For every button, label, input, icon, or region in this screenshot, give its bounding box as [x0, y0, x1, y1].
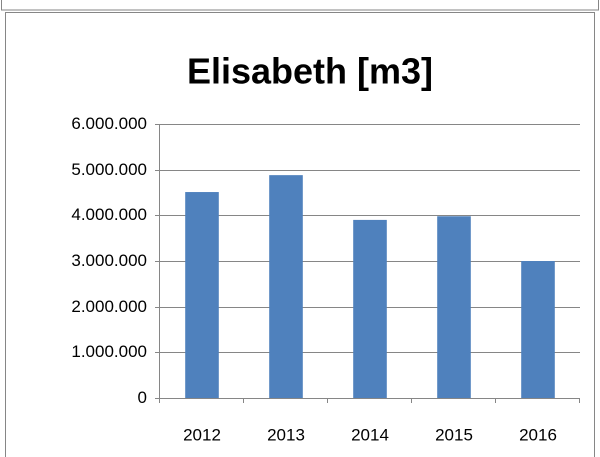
top-frame — [1, 0, 599, 11]
y-tick-label: 6.000.000 — [71, 114, 147, 133]
y-tick-label: 5.000.000 — [71, 160, 147, 179]
y-tick-label: 2.000.000 — [71, 297, 147, 316]
x-tick-label: 2015 — [435, 425, 473, 444]
bar — [269, 175, 303, 398]
x-tick-label: 2012 — [183, 425, 221, 444]
y-tick-label: 4.000.000 — [71, 205, 147, 224]
bar — [353, 219, 387, 398]
y-tick-label: 0 — [138, 388, 147, 407]
x-tick-label: 2016 — [519, 425, 557, 444]
x-tick-label: 2014 — [351, 425, 389, 444]
x-tick-label: 2013 — [267, 425, 305, 444]
y-tick-label: 1.000.000 — [71, 342, 147, 361]
bar — [521, 261, 555, 398]
y-tick-label: 3.000.000 — [71, 251, 147, 270]
bar — [185, 192, 219, 398]
chart-title: Elisabeth [m3] — [187, 51, 433, 92]
bar — [437, 216, 471, 398]
